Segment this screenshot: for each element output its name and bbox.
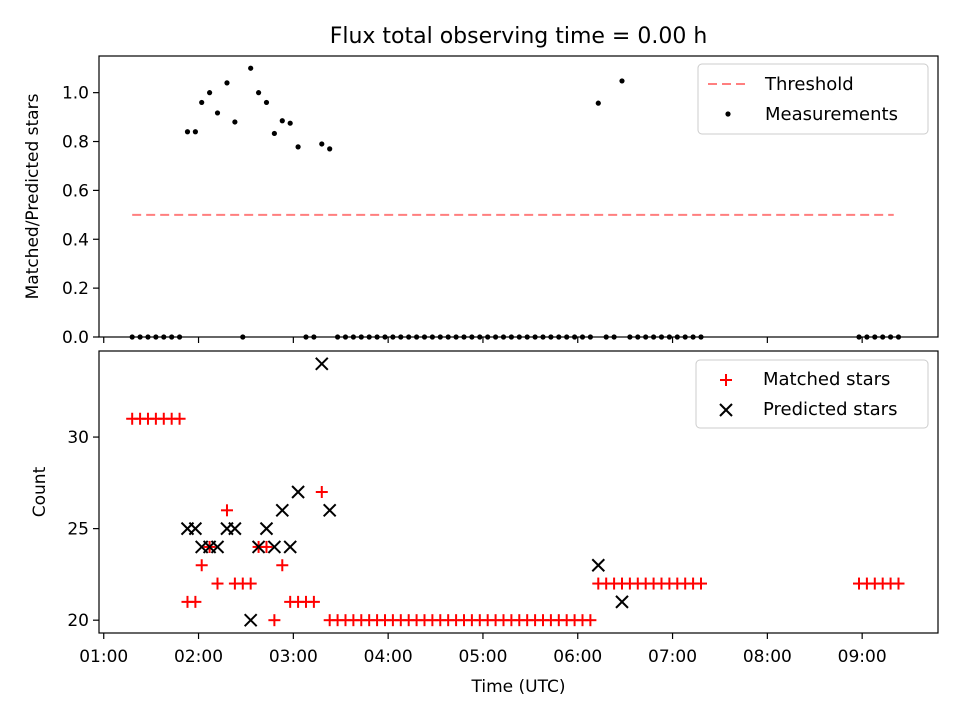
legend-matched-label: Matched stars <box>763 369 890 390</box>
x-tick-label: 06:00 <box>553 647 602 667</box>
x-tick-label: 05:00 <box>458 647 507 667</box>
ratio-x-ticks <box>103 337 863 343</box>
x-axis-label: Time (UTC) <box>471 677 566 697</box>
chart-title: Flux total observing time = 0.00 h <box>330 24 708 49</box>
predicted-stars-point <box>228 521 242 536</box>
x-tick-label: 02:00 <box>174 647 223 667</box>
measurements-point <box>192 129 198 135</box>
predicted-stars-point <box>259 521 274 536</box>
measurements-point <box>214 110 221 116</box>
ratio-y-ticks: 0.0 0.2 0.4 0.6 0.8 1.0 <box>62 84 99 348</box>
legend-predicted-swatch <box>719 403 733 417</box>
measurements-point <box>263 99 270 106</box>
matched-stars-point <box>584 614 597 627</box>
y-tick-label: 0.8 <box>62 133 89 153</box>
matched-stars-point <box>260 540 273 553</box>
y-tick-label: 25 <box>67 520 89 540</box>
ratio-panel: 0.0 0.2 0.4 0.6 0.8 1.0 Matched/Predicted sta… <box>23 55 939 348</box>
matched-stars-point <box>694 577 707 590</box>
predicted-stars-point <box>283 540 297 554</box>
matched-stars-point <box>211 577 224 590</box>
matched-stars-point <box>268 614 281 627</box>
legend-predicted-label: Predicted stars <box>763 399 897 420</box>
x-tick-label: 03:00 <box>269 647 318 667</box>
predicted-stars-point <box>243 613 258 627</box>
x-tick-label: 09:00 <box>838 647 887 667</box>
ratio-legend: Threshold Measurements <box>697 63 929 135</box>
predicted-stars-point <box>275 503 289 518</box>
count-panel: 20 25 30 01:00 02:00 03:00 04:00 05:00 06:00 07:… <box>30 350 939 697</box>
matched-stars-point <box>244 577 257 590</box>
count-x-ticks: 01:00 02:00 03:00 04:00 05:00 06:00 07:00 08:00… <box>79 633 887 667</box>
predicted-stars-point <box>267 540 282 554</box>
matched-stars-point <box>892 577 905 590</box>
count-y-ticks: 20 25 30 <box>67 428 99 631</box>
matched-stars-point <box>189 595 202 608</box>
predicted-stars-point <box>291 485 305 499</box>
legend-measurements-label: Measurements <box>765 104 898 125</box>
y-tick-label: 20 <box>67 611 89 631</box>
predicted-stars-point <box>591 558 605 572</box>
ratio-legend-box <box>697 63 929 135</box>
predicted-stars-point <box>315 357 329 371</box>
matched-stars-point <box>315 486 328 498</box>
measurements-point <box>232 119 238 125</box>
y-tick-label: 1.0 <box>62 84 89 104</box>
y-tick-label: 30 <box>67 428 89 448</box>
count-plot-frame <box>98 350 939 634</box>
count-y-label: Count <box>30 466 50 517</box>
x-tick-label: 07:00 <box>648 647 697 667</box>
legend-measurements-swatch <box>725 111 731 117</box>
predicted-stars-point <box>188 521 203 536</box>
measurements-point <box>295 144 301 150</box>
measurements-point <box>224 80 230 86</box>
measurements-point <box>271 130 277 137</box>
x-tick-label: 04:00 <box>364 647 413 667</box>
predicted-stars-point <box>322 503 337 518</box>
measurements-point <box>207 90 213 96</box>
matched-stars-point <box>173 412 186 425</box>
y-tick-label: 0.0 <box>62 328 89 348</box>
measurements-point <box>287 120 293 126</box>
legend-threshold-label: Threshold <box>764 74 854 95</box>
measurements-point <box>327 146 333 152</box>
matched-stars-point <box>220 504 233 517</box>
count-marks <box>126 357 905 627</box>
measurements-point <box>279 118 285 124</box>
matched-stars-point <box>276 559 289 572</box>
matched-stars-point <box>195 559 208 572</box>
y-tick-label: 0.2 <box>62 279 89 299</box>
measurements-point <box>595 100 601 106</box>
measurements-point <box>199 99 205 106</box>
predicted-stars-point <box>615 595 629 609</box>
measurements-point <box>255 90 262 96</box>
measurements-point <box>184 129 191 135</box>
legend-matched-swatch <box>720 374 732 386</box>
predicted-stars-point <box>251 540 266 554</box>
matched-stars-point <box>307 595 320 608</box>
ratio-plot-frame <box>98 55 939 338</box>
y-tick-label: 0.4 <box>62 230 89 250</box>
measurements-point <box>248 65 254 71</box>
y-tick-label: 0.6 <box>62 181 89 201</box>
x-tick-label: 01:00 <box>79 647 128 667</box>
count-legend: Matched stars Predicted stars <box>695 359 929 429</box>
ratio-y-label: Matched/Predicted stars <box>23 93 43 299</box>
measurements-point <box>319 141 325 147</box>
count-legend-box <box>695 359 929 429</box>
measurements-point <box>619 78 625 84</box>
x-tick-label: 08:00 <box>743 647 792 667</box>
predicted-stars-point <box>210 540 225 554</box>
